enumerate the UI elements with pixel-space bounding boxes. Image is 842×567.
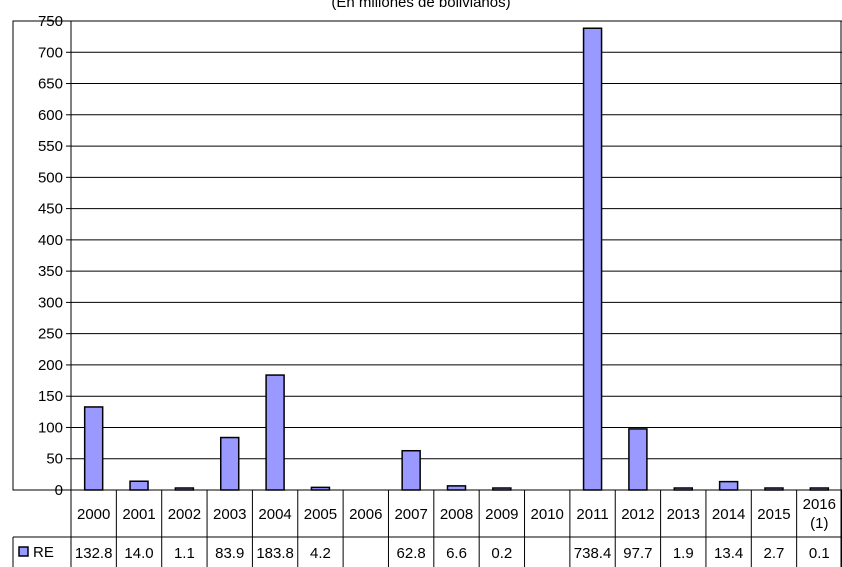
x-category-label: (1) <box>810 515 828 532</box>
data-table-value: 1.1 <box>174 545 195 562</box>
bar <box>718 480 739 491</box>
x-category-label: 2005 <box>304 506 337 523</box>
y-tick-label: 700 <box>38 44 63 61</box>
bar <box>401 449 421 491</box>
chart-subtitle: (En millones de bolivianos) <box>331 0 511 11</box>
y-tick-label: 250 <box>38 326 63 343</box>
data-table-value: 4.2 <box>310 545 331 562</box>
y-tick-label: 400 <box>38 232 63 249</box>
x-category-label: 2016 <box>803 496 836 513</box>
y-tick-label: 300 <box>38 294 63 311</box>
data-table-value: 738.4 <box>574 545 612 562</box>
legend-series-name: RE <box>33 544 54 561</box>
x-category-label: 2015 <box>757 506 790 523</box>
x-category-label: 2000 <box>77 506 110 523</box>
x-category-label: 2007 <box>394 506 427 523</box>
x-category-label: 2006 <box>349 506 382 523</box>
data-table-value: 13.4 <box>714 545 743 562</box>
legend-key <box>18 546 29 557</box>
y-tick-label: 650 <box>38 76 63 93</box>
y-tick-label: 200 <box>38 357 63 374</box>
bar <box>628 428 648 491</box>
x-category-label: 2010 <box>531 506 564 523</box>
y-tick-label: 150 <box>38 388 63 405</box>
data-table-value: 2.7 <box>764 545 785 562</box>
x-category-label: 2013 <box>667 506 700 523</box>
y-tick-label: 600 <box>38 107 63 124</box>
x-category-label: 2014 <box>712 506 745 523</box>
x-category-label: 2012 <box>621 506 654 523</box>
bar <box>83 406 104 491</box>
data-table-value: 0.2 <box>491 545 512 562</box>
plot-frame <box>12 20 842 491</box>
y-tick-label: 500 <box>38 169 63 186</box>
bar <box>582 27 603 491</box>
data-table-value: 83.9 <box>215 545 244 562</box>
data-table-value: 0.1 <box>809 545 830 562</box>
y-tick-label: 0 <box>55 482 63 499</box>
x-category-label: 2002 <box>168 506 201 523</box>
data-table-value: 1.9 <box>673 545 694 562</box>
data-table-value: 183.8 <box>256 545 294 562</box>
data-table-value: 14.0 <box>124 545 153 562</box>
y-tick-label: 750 <box>38 13 63 30</box>
bar <box>265 374 285 491</box>
bar <box>219 436 240 491</box>
bar <box>129 480 149 491</box>
y-tick-label: 350 <box>38 263 63 280</box>
data-table-value: 62.8 <box>397 545 426 562</box>
data-table-value: 132.8 <box>75 545 113 562</box>
x-category-label: 2003 <box>213 506 246 523</box>
x-category-label: 2009 <box>485 506 518 523</box>
y-tick-label: 550 <box>38 138 63 155</box>
x-category-label: 2001 <box>122 506 155 523</box>
y-tick-label: 100 <box>38 419 63 436</box>
data-table-value: 97.7 <box>623 545 652 562</box>
x-category-label: 2011 <box>576 506 608 523</box>
x-category-label: 2008 <box>440 506 473 523</box>
y-tick-label: 450 <box>38 201 63 218</box>
data-table-value: 6.6 <box>446 545 467 562</box>
x-category-label: 2004 <box>258 506 291 523</box>
bar <box>446 485 467 491</box>
y-tick-label: 50 <box>46 451 63 468</box>
